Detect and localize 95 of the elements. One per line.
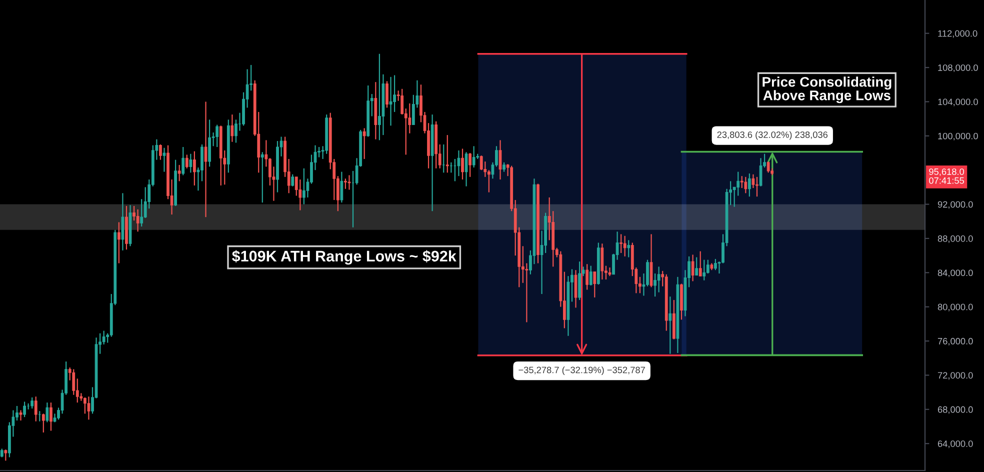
- annotation: Price Consolidating Above Range Lows: [762, 76, 892, 104]
- candlestick: [23, 401, 26, 418]
- candlestick: [159, 144, 162, 160]
- candlestick: [117, 222, 120, 264]
- candlestick: [650, 234, 653, 288]
- candlestick: [752, 174, 755, 189]
- candlestick: [487, 170, 490, 193]
- candlestick: [461, 148, 464, 180]
- candlestick: [182, 146, 185, 176]
- candlestick: [87, 396, 90, 420]
- candlestick: [498, 140, 502, 180]
- candlestick: [291, 174, 294, 187]
- y-tick-label: 100,000.0: [938, 132, 978, 140]
- candlestick: [136, 208, 140, 232]
- candlestick: [192, 150, 196, 186]
- candlestick: [230, 114, 234, 142]
- candlestick: [586, 264, 589, 290]
- candlestick: [608, 266, 612, 277]
- candlestick: [46, 402, 49, 423]
- candlestick: [623, 235, 626, 257]
- candlestick: [362, 128, 366, 160]
- candlestick: [340, 171, 344, 204]
- candlestick: [759, 158, 762, 187]
- candlestick: [208, 119, 211, 168]
- candlestick: [698, 250, 702, 277]
- candlestick: [657, 266, 660, 293]
- y-tick-label: 76,000.0: [938, 338, 973, 346]
- candlestick: [695, 256, 698, 276]
- candlestick: [30, 396, 34, 410]
- y-tick-label: 92,000.0: [938, 201, 973, 209]
- candlestick: [472, 146, 476, 168]
- candlestick: [178, 164, 181, 182]
- candlestick: [42, 413, 45, 434]
- candlestick: [502, 162, 506, 172]
- candlestick: [260, 152, 264, 204]
- candlestick: [578, 260, 581, 301]
- candlestick: [344, 178, 347, 190]
- candlestick: [748, 172, 751, 198]
- candlestick: [34, 396, 38, 422]
- candlestick: [593, 271, 596, 298]
- candlestick: [50, 402, 52, 432]
- candlestick: [189, 153, 192, 174]
- y-tick-label: 68,000.0: [938, 406, 973, 414]
- candlestick: [386, 80, 388, 108]
- annotation: 23,803.6 (32.02%) 238,036: [717, 131, 828, 140]
- candlestick: [185, 154, 188, 169]
- y-tick-label: 104,000.0: [938, 98, 978, 106]
- y-tick-label: 64,000.0: [938, 440, 973, 448]
- candlestick: [736, 171, 740, 196]
- candlestick: [744, 176, 748, 194]
- candlestick: [400, 88, 404, 116]
- annotation: −35,278.7 (−32.19%) −352,787: [518, 366, 645, 376]
- candlestick: [389, 76, 392, 126]
- candlestick: [446, 134, 449, 174]
- candlestick: [140, 198, 144, 228]
- annotation: $109K ATH Range Lows ~ $92k: [232, 250, 456, 265]
- candlestick: [691, 254, 694, 282]
- candlestick: [132, 205, 136, 222]
- y-tick-label: 108,000.0: [938, 64, 978, 72]
- candlestick: [627, 240, 630, 258]
- candlestick: [298, 178, 302, 211]
- candlestick: [468, 152, 472, 178]
- candlestick: [668, 296, 672, 354]
- candlestick: [740, 176, 744, 189]
- candlestick: [4, 449, 8, 462]
- candlestick: [714, 258, 717, 271]
- candlestick: [766, 160, 770, 174]
- candlestick: [72, 368, 76, 396]
- y-tick-label: 84,000.0: [938, 270, 973, 278]
- candlestick: [589, 265, 592, 286]
- candlestick: [442, 144, 446, 174]
- candlestick: [620, 234, 623, 254]
- candlestick: [457, 150, 460, 177]
- candlestick: [654, 272, 656, 298]
- candlestick: [121, 192, 124, 251]
- text: 95,618.0 07:41:55: [929, 168, 964, 184]
- y-tick-label: 72,000.0: [938, 372, 973, 380]
- y-tick-label: 88,000.0: [938, 235, 973, 243]
- candlestick: [162, 147, 166, 172]
- candlestick: [102, 330, 106, 345]
- candlestick: [216, 124, 219, 148]
- candlestick: [19, 410, 22, 422]
- candlestick: [600, 243, 604, 280]
- candlestick: [756, 176, 758, 198]
- candlestick: [204, 101, 208, 218]
- candlestick: [574, 270, 578, 308]
- candlestick: [706, 259, 710, 274]
- candlestick: [38, 410, 42, 422]
- candlestick: [464, 152, 468, 187]
- candlestick: [378, 53, 381, 141]
- y-tick-label: 80,000.0: [938, 304, 973, 312]
- candlestick: [302, 168, 306, 205]
- candlestick: [702, 259, 706, 281]
- candlestick: [348, 174, 351, 190]
- y-tick-label: 112,000.0: [938, 30, 978, 38]
